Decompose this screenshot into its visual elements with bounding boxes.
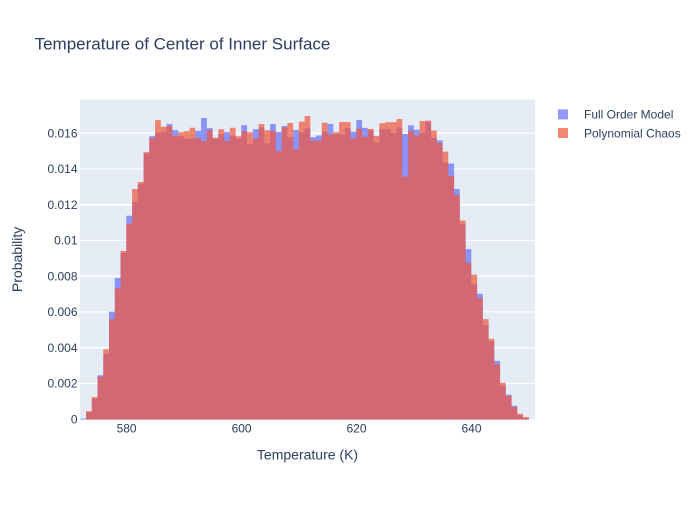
svg-text:0.016: 0.016 [47,126,77,140]
svg-text:Polynomial Chaos: Polynomial Chaos [584,126,681,140]
svg-text:0: 0 [71,412,78,426]
svg-text:640: 640 [461,421,481,435]
svg-text:620: 620 [346,421,366,435]
svg-text:Probability: Probability [9,227,25,292]
svg-text:0.008: 0.008 [47,269,77,283]
svg-text:600: 600 [232,421,252,435]
svg-text:Temperature of Center of Inner: Temperature of Center of Inner Surface [35,35,331,54]
svg-text:0.014: 0.014 [47,162,77,176]
svg-text:0.002: 0.002 [47,377,77,391]
svg-text:580: 580 [117,421,137,435]
svg-text:0.004: 0.004 [47,341,77,355]
svg-text:0.012: 0.012 [47,198,77,212]
svg-text:Temperature (K): Temperature (K) [257,446,358,462]
svg-text:Full Order Model: Full Order Model [584,108,673,122]
svg-text:0.006: 0.006 [47,305,77,319]
svg-text:0.01: 0.01 [54,234,78,248]
